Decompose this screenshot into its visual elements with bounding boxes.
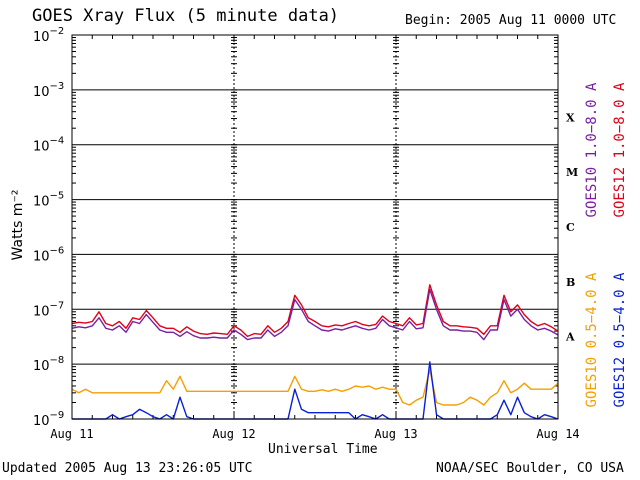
y-tick-exponent: −7 xyxy=(50,300,65,311)
series-line-3 xyxy=(72,361,559,420)
y-tick-exponent: −3 xyxy=(50,81,65,92)
legend-entry: GOES12 1.0−8.0 A xyxy=(612,82,628,217)
y-tick-exponent: −6 xyxy=(50,245,65,256)
flare-class-A: A xyxy=(565,331,575,344)
y-tick-label: 10−8 xyxy=(33,355,64,374)
x-tick-label: Aug 13 xyxy=(374,427,417,441)
series-line-1 xyxy=(71,288,559,341)
flare-class-C: C xyxy=(566,221,575,234)
y-axis-label: Watts m⁻² xyxy=(10,190,26,261)
y-tick-label: 10−3 xyxy=(33,81,64,100)
y-tick-exponent: −5 xyxy=(50,191,65,202)
credit-label: NOAA/SEC Boulder, CO USA xyxy=(436,461,624,476)
series-lines xyxy=(71,284,559,420)
y-tick-exponent: −8 xyxy=(50,355,65,366)
right-legend: GOES10 1.0−8.0 A GOES12 1.0−8.0 A GOES10 0… xyxy=(584,82,628,407)
y-tick-label: 10−6 xyxy=(33,245,64,264)
plot-frame xyxy=(71,34,559,420)
x-axis-label: Universal Time xyxy=(268,442,378,457)
flare-class-B: B xyxy=(566,276,575,289)
y-tick-exponent: −4 xyxy=(50,136,65,147)
series-line-0 xyxy=(71,284,559,338)
y-tick-exponent: −2 xyxy=(50,26,65,37)
y-tick-label: 10−4 xyxy=(33,136,64,155)
x-tick-labels: Aug 11 Aug 12 Aug 13 Aug 14 xyxy=(50,427,579,441)
y-tick-label: 10−2 xyxy=(33,26,64,45)
x-tick-label: Aug 11 xyxy=(50,427,93,441)
legend-entry: GOES10 0.5−4.0 A xyxy=(584,272,600,407)
y-tick-labels: 10−210−310−410−510−610−710−810−9 xyxy=(33,26,64,429)
flare-class-labels: X M C B A xyxy=(565,111,578,343)
x-tick-label: Aug 14 xyxy=(536,427,579,441)
begin-time-label: Begin: 2005 Aug 11 0000 UTC xyxy=(405,13,617,28)
x-tick-label: Aug 12 xyxy=(212,427,255,441)
chart-title: GOES Xray Flux (5 minute data) xyxy=(32,6,340,26)
grid-lines xyxy=(71,35,559,419)
y-tick-label: 10−7 xyxy=(33,300,64,319)
flare-class-X: X xyxy=(566,111,575,124)
flare-class-M: M xyxy=(566,166,578,179)
series-line-2 xyxy=(71,368,559,406)
y-tick-exponent: −9 xyxy=(50,410,65,421)
legend-entry: GOES10 1.0−8.0 A xyxy=(584,82,600,217)
y-tick-label: 10−5 xyxy=(33,191,64,210)
updated-timestamp: Updated 2005 Aug 13 23:26:05 UTC xyxy=(2,461,253,476)
legend-entry: GOES12 0.5−4.0 A xyxy=(612,272,628,407)
